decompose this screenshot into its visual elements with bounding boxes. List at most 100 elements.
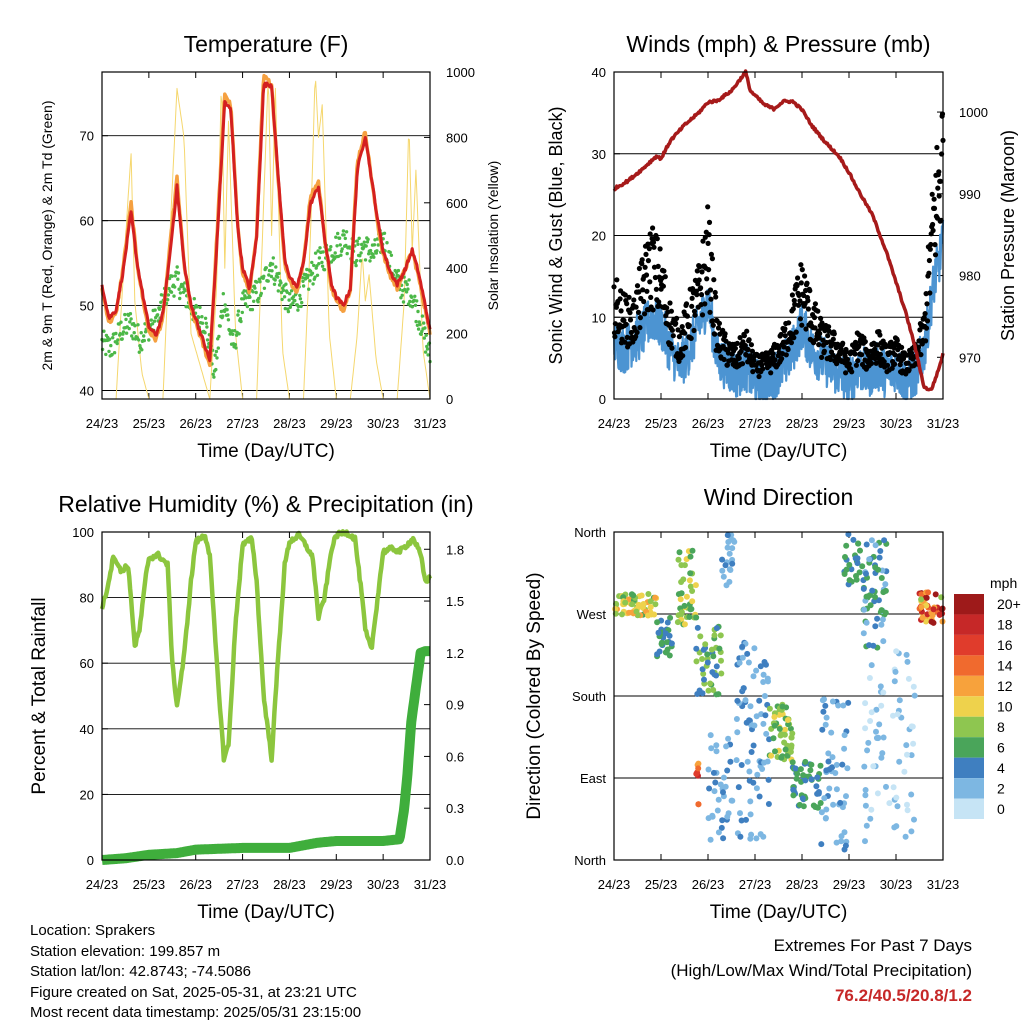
gust-dot (846, 361, 852, 367)
extremes-value: 76.2/40.5/20.8/1.2 (834, 986, 972, 1005)
dewpoint-dot (123, 312, 127, 317)
dewpoint-dot (385, 241, 389, 245)
dewpoint-dot (267, 268, 272, 273)
direction-dot (822, 702, 829, 709)
direction-dot (828, 729, 835, 736)
direction-dot (782, 726, 788, 733)
gust-dot (932, 242, 938, 248)
gust-dot (936, 193, 942, 199)
y-axis-label: Direction (Colored By Speed) (524, 572, 545, 819)
dewpoint-dot (238, 317, 243, 321)
direction-dot (832, 770, 839, 776)
direction-dot (772, 748, 778, 755)
y-tick-label: North (574, 853, 606, 868)
direction-dot (664, 619, 671, 626)
direction-dot (787, 725, 794, 732)
gust-dot (660, 283, 667, 289)
dewpoint-dot (197, 315, 201, 319)
gust-dot (710, 322, 716, 328)
dewpoint-dot (388, 250, 392, 254)
dewpoint-dot (225, 308, 229, 312)
gust-dot (680, 353, 686, 359)
direction-dot (872, 594, 878, 600)
direction-dot (919, 614, 926, 621)
direction-dot (756, 697, 763, 704)
direction-dot (800, 772, 807, 779)
temp-9m-line (100, 81, 432, 363)
direction-dot (789, 759, 796, 766)
dewpoint-dot (270, 262, 275, 266)
direction-dot (713, 672, 720, 679)
gust-dot (639, 257, 645, 263)
direction-dot (826, 785, 833, 792)
direction-dot (882, 587, 889, 594)
x-axis-label: Time (Day/UTC) (710, 902, 848, 923)
dewpoint-dot (248, 295, 252, 299)
gust-dot (819, 354, 825, 360)
direction-dot (875, 566, 882, 573)
direction-dot (825, 750, 832, 757)
direction-dot (751, 722, 758, 729)
y-tick-label: South (572, 689, 606, 704)
gust-dot (905, 360, 911, 366)
dewpoint-dot (312, 263, 316, 268)
dewpoint-dot (355, 239, 359, 243)
gust-dot (708, 296, 714, 302)
dewpoint-dot (308, 279, 312, 283)
direction-dot (868, 662, 875, 669)
dewpoint-dot (415, 299, 419, 303)
dewpoint-dot (422, 321, 426, 325)
dewpoint-dot (344, 230, 349, 234)
gust-dot (830, 336, 836, 342)
plot-border (613, 531, 944, 861)
direction-dot (733, 716, 740, 722)
dewpoint-dot (131, 337, 135, 341)
direction-dot (910, 683, 917, 690)
colorbar-swatch (954, 655, 984, 676)
extremes-title: Extremes For Past 7 Days (773, 936, 972, 955)
dewpoint-dot (167, 286, 171, 291)
gust-dot (741, 333, 748, 339)
dewpoint-dot (250, 307, 255, 312)
gust-dot (872, 346, 878, 352)
direction-dot (936, 611, 943, 618)
direction-dot (746, 768, 753, 775)
direction-dot (894, 803, 901, 810)
gust-dot (661, 268, 667, 274)
direction-dot (678, 562, 685, 569)
direction-dot (713, 748, 720, 755)
colorbar-swatch (954, 675, 984, 697)
direction-dot (866, 675, 873, 681)
direction-dot (911, 692, 918, 699)
direction-dot (918, 591, 925, 598)
gust-dot (790, 306, 796, 312)
station-elevation: Station elevation: 199.857 m (30, 942, 221, 960)
dewpoint-dot (425, 347, 430, 351)
direction-dot (908, 752, 915, 759)
gust-dot (805, 306, 812, 312)
direction-dot (717, 781, 724, 788)
direction-dot (784, 717, 791, 723)
dewpoint-dot (320, 260, 324, 265)
dewpoint-dot (367, 252, 371, 256)
gust-dot (928, 241, 934, 248)
precip-line (97, 646, 435, 865)
gust-dot (884, 362, 891, 368)
gust-dot (648, 294, 654, 300)
direction-dot (645, 612, 651, 619)
direction-dot (680, 576, 687, 583)
dewpoint-dot (405, 282, 409, 287)
direction-dot (817, 800, 824, 806)
direction-dot (740, 685, 747, 692)
dewpoint-dot (262, 286, 267, 290)
station-location: Location: Sprakers (30, 922, 156, 939)
direction-dot (903, 651, 910, 658)
dewpoint-dot (281, 288, 286, 293)
extremes-box: Extremes For Past 7 Days (High/Low/Max W… (671, 933, 972, 1008)
gust-dot (713, 294, 719, 300)
direction-dot (725, 539, 732, 545)
gust-dot (821, 348, 828, 354)
direction-dot (695, 801, 702, 808)
gust-dot (917, 327, 923, 333)
